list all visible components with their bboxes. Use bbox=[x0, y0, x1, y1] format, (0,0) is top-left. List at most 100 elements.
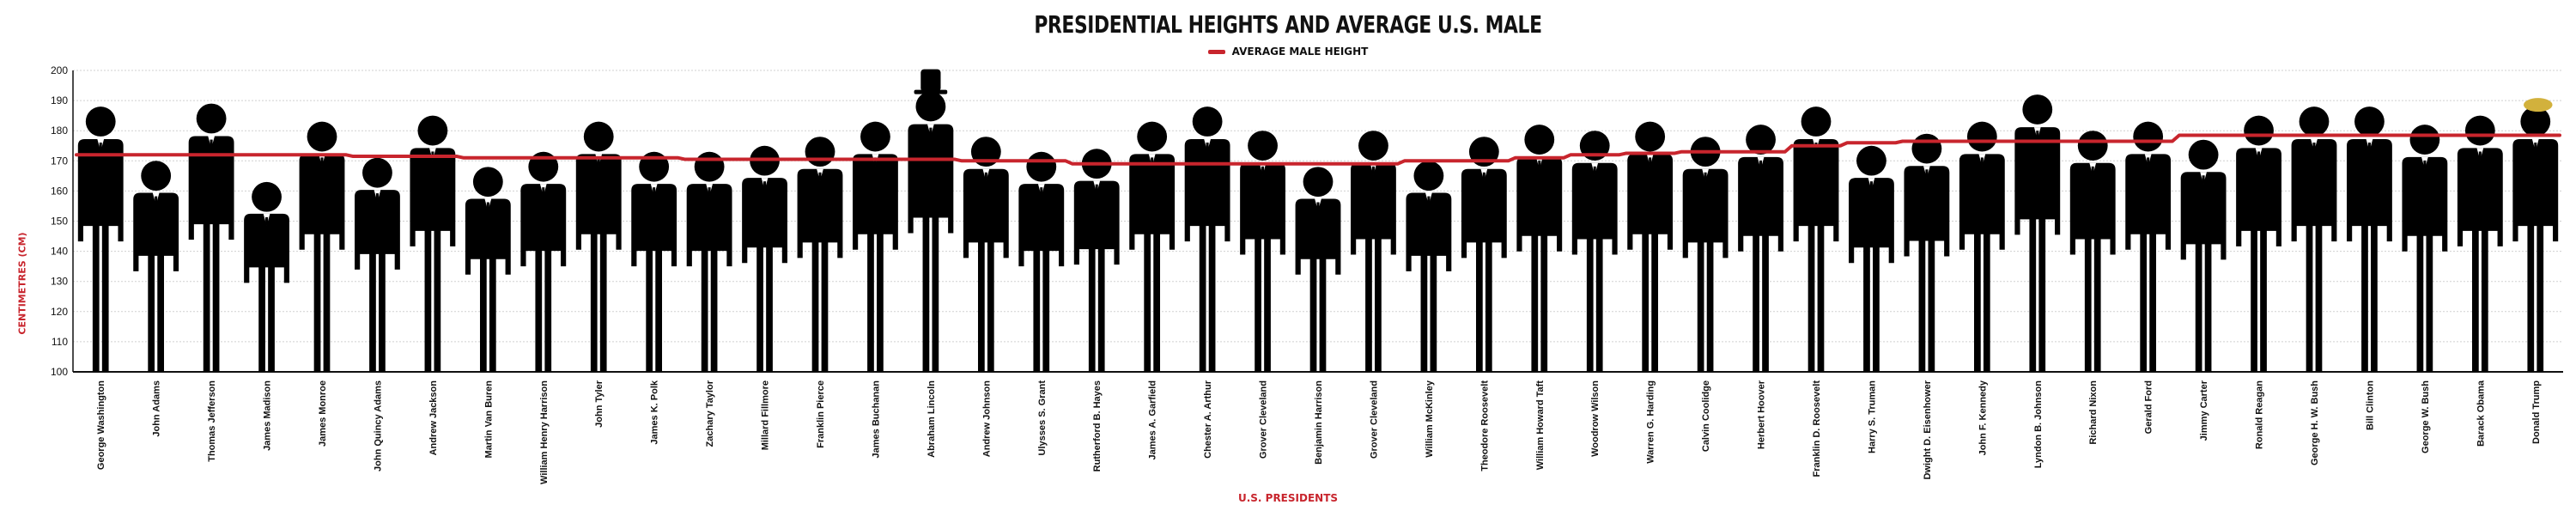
figure-right-leg bbox=[1983, 232, 1990, 372]
figure-left-leg bbox=[977, 240, 985, 372]
figure-left-leg bbox=[701, 249, 708, 372]
figure-right-leg bbox=[489, 257, 496, 372]
figure-right-leg bbox=[877, 232, 884, 372]
figure-right-leg bbox=[323, 232, 331, 372]
figure-left-leg bbox=[590, 232, 598, 372]
x-tick-label: Calvin Coolidge bbox=[1701, 380, 1711, 452]
figure-left-leg bbox=[1863, 246, 1870, 372]
x-tick-label: John F. Kennedy bbox=[1978, 380, 1988, 455]
figure-torso bbox=[1793, 139, 1839, 242]
figure-right-leg bbox=[932, 216, 939, 372]
figure-torso bbox=[299, 154, 345, 250]
president-figure bbox=[1240, 131, 1285, 372]
president-figure bbox=[77, 106, 124, 372]
figure-head bbox=[1801, 106, 1832, 137]
president-figure bbox=[2180, 139, 2227, 372]
figure-head bbox=[2520, 106, 2551, 137]
figure-tie bbox=[2147, 157, 2150, 167]
figure-tie bbox=[1206, 143, 1209, 152]
figure-left-leg bbox=[535, 249, 543, 372]
president-figure bbox=[2236, 115, 2281, 372]
y-tick-label: 200 bbox=[51, 64, 68, 76]
figure-left-leg bbox=[479, 257, 487, 372]
x-tick-label: Rutherford B. Hayes bbox=[1092, 380, 1103, 471]
figure-right-leg bbox=[2093, 237, 2101, 372]
figure-torso bbox=[1406, 192, 1452, 271]
figure-left-leg bbox=[1309, 257, 1317, 372]
figure-tie bbox=[320, 157, 324, 167]
president-figure bbox=[465, 167, 511, 372]
figure-right-leg bbox=[2537, 224, 2544, 372]
figure-left-leg bbox=[1365, 237, 1372, 372]
x-tick-label: Abraham Lincoln bbox=[927, 380, 937, 458]
figure-head bbox=[141, 161, 172, 192]
figure-head bbox=[417, 115, 448, 146]
figure-right-leg bbox=[1706, 240, 1714, 372]
figure-tie bbox=[1482, 172, 1485, 181]
president-figure bbox=[1738, 125, 1783, 372]
president-figure bbox=[188, 103, 234, 372]
x-tick-label: Millard Fillmore bbox=[761, 380, 771, 450]
figure-tie bbox=[1980, 157, 1984, 167]
figure-right-leg bbox=[1264, 237, 1271, 372]
figure-left-leg bbox=[646, 249, 653, 372]
figure-tie bbox=[653, 187, 656, 197]
x-tick-label: George W. Bush bbox=[2421, 380, 2431, 453]
president-figure bbox=[2512, 106, 2559, 372]
figure-tie bbox=[1869, 181, 1873, 191]
figure-left-leg bbox=[2527, 224, 2535, 372]
figure-right-leg bbox=[1042, 249, 1050, 372]
figure-tie bbox=[375, 193, 379, 203]
figure-left-leg bbox=[811, 240, 819, 372]
figure-tie bbox=[1040, 187, 1043, 197]
hat-brim bbox=[914, 89, 948, 94]
figure-tie bbox=[1316, 202, 1320, 211]
figure-left-leg bbox=[2416, 234, 2424, 372]
figure-head bbox=[1026, 151, 1057, 182]
president-figure bbox=[686, 151, 732, 372]
figure-head bbox=[1746, 125, 1776, 155]
figure-head bbox=[583, 121, 614, 152]
figure-torso bbox=[797, 168, 843, 258]
figure-left-leg bbox=[1918, 239, 1926, 372]
president-figure bbox=[1295, 167, 1341, 372]
figure-torso bbox=[1295, 198, 1341, 275]
president-figure bbox=[1073, 149, 1120, 372]
figure-right-leg bbox=[2038, 217, 2046, 372]
president-figure bbox=[520, 151, 567, 372]
figure-right-leg bbox=[987, 240, 994, 372]
figure-tie bbox=[2478, 151, 2482, 161]
figure-left-leg bbox=[148, 253, 155, 372]
figure-right-leg bbox=[379, 252, 386, 372]
president-figure bbox=[908, 91, 954, 372]
figure-left-leg bbox=[2195, 242, 2202, 372]
figure-right-leg bbox=[1873, 246, 1880, 372]
y-tick-label: 180 bbox=[51, 125, 68, 137]
figure-head bbox=[1856, 145, 1886, 176]
figure-left-leg bbox=[1420, 253, 1428, 372]
figure-left-leg bbox=[2361, 224, 2368, 372]
figure-torso bbox=[2125, 154, 2172, 250]
x-tick-label: Martin Van Buren bbox=[483, 380, 494, 459]
hat-crown bbox=[920, 69, 941, 92]
figure-torso bbox=[1738, 156, 1783, 252]
president-figure bbox=[853, 121, 898, 372]
x-tick-label: Jimmy Carter bbox=[2199, 380, 2209, 441]
x-tick-label: Ronald Reagan bbox=[2255, 380, 2265, 449]
figure-right-leg bbox=[157, 253, 165, 372]
figure-right-leg bbox=[2204, 242, 2212, 372]
figure-left-leg bbox=[2084, 237, 2092, 372]
x-tick-label: Herbert Hoover bbox=[1757, 380, 1767, 449]
figure-left-leg bbox=[756, 246, 763, 372]
figure-torso bbox=[1351, 162, 1396, 255]
figure-left-leg bbox=[424, 228, 432, 372]
figure-left-leg bbox=[1586, 237, 1594, 372]
president-figure bbox=[244, 181, 289, 372]
figure-torso bbox=[2291, 139, 2337, 242]
figure-left-leg bbox=[1255, 237, 1261, 372]
x-tick-label: Grover Cleveland bbox=[1259, 380, 1269, 459]
president-figure bbox=[299, 121, 345, 372]
figure-right-leg bbox=[2481, 228, 2488, 372]
figure-torso bbox=[686, 184, 732, 267]
